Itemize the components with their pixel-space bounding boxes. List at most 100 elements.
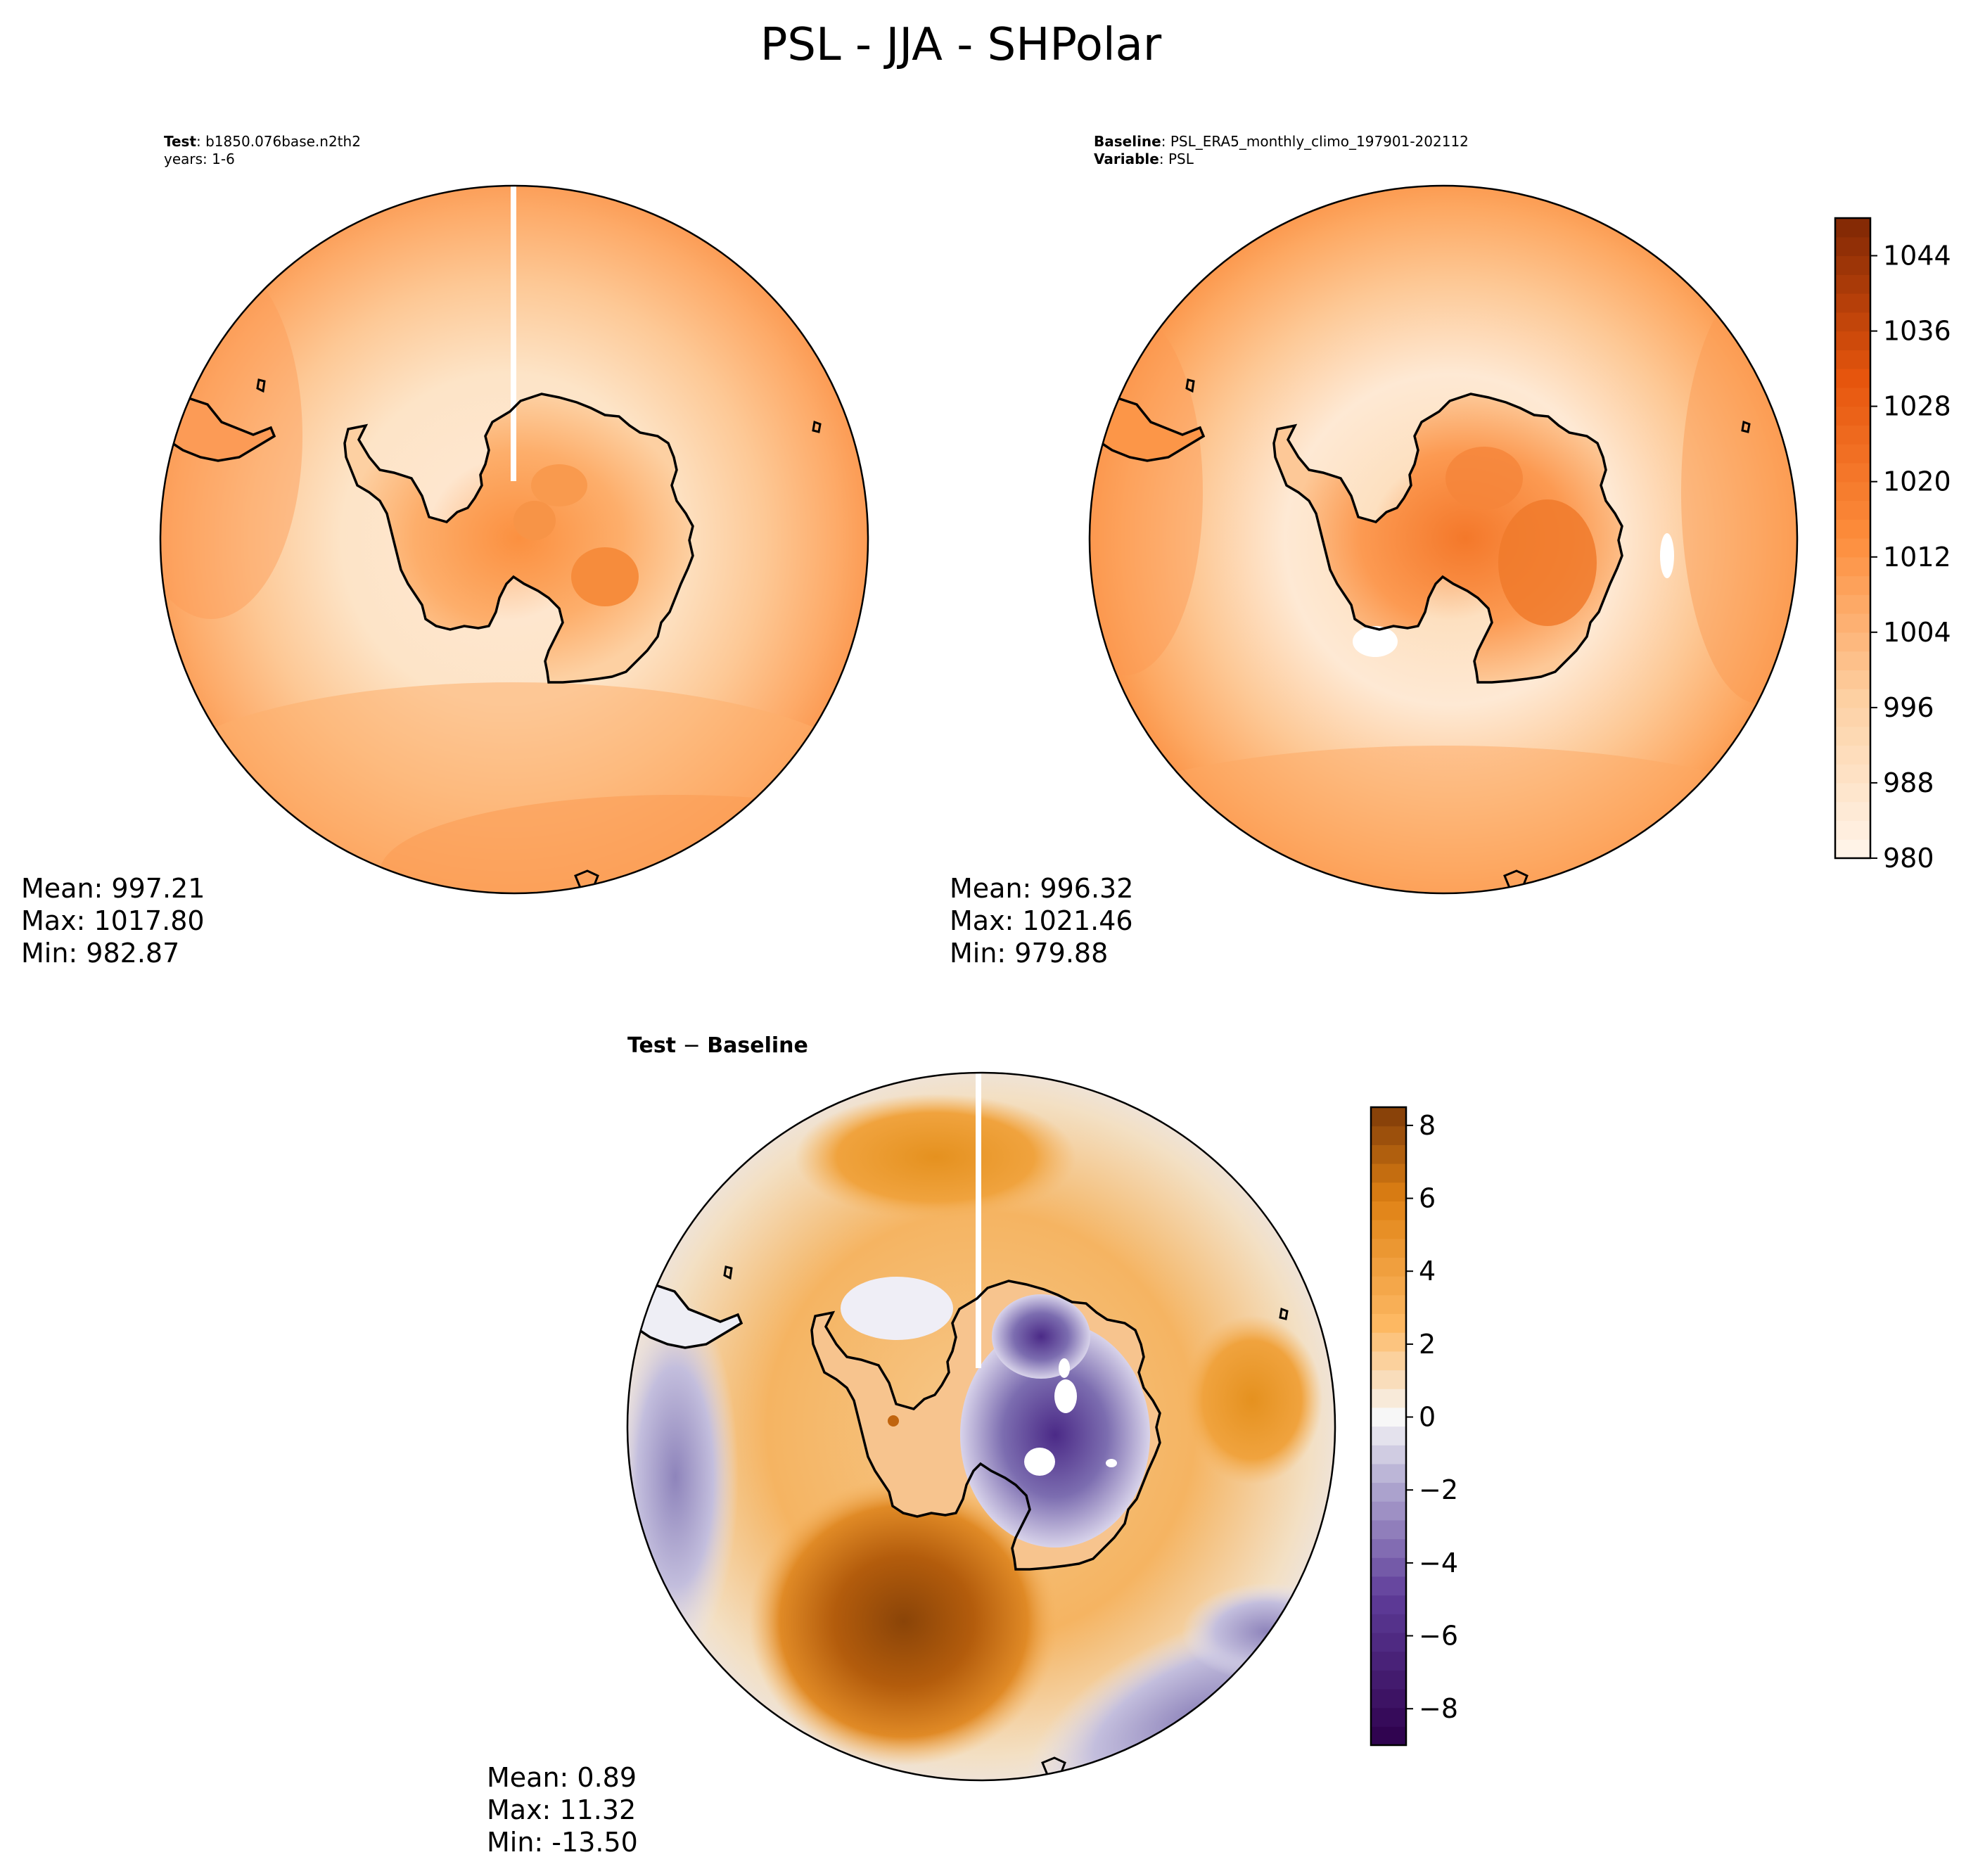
diff-colorbar-band	[1371, 1688, 1406, 1709]
psl-colorbar: 1044 1036 1028 1020 1012 1004 996 988 980	[1834, 217, 1951, 874]
psl-colorbar-band	[1835, 519, 1870, 539]
test-coastline-island	[574, 869, 599, 889]
diff-colorbar-band	[1371, 1519, 1406, 1540]
diff-positive-spot	[888, 1415, 899, 1427]
test-coastline-island	[256, 378, 266, 393]
diff-colorbar-tick-label: 8	[1419, 1110, 1436, 1141]
test-mean: Mean: 997.21	[21, 873, 205, 904]
test-high-cell	[571, 547, 639, 606]
diff-missing-patch	[1059, 1358, 1070, 1378]
diff-missing-patch	[1106, 1459, 1117, 1467]
diff-colorbar-band	[1371, 1389, 1406, 1408]
diff-colorbar-band	[1371, 1107, 1406, 1127]
test-years: years: 1-6	[164, 151, 235, 167]
psl-colorbar-band	[1835, 707, 1870, 727]
diff-colorbar-tick-label: 0	[1419, 1402, 1436, 1433]
diff-colorbar-band	[1371, 1332, 1406, 1352]
baseline-mean: Mean: 996.32	[950, 873, 1133, 904]
diff-colorbar-band	[1371, 1707, 1406, 1727]
test-map	[160, 186, 868, 893]
diff-negative-plateau	[992, 1294, 1090, 1379]
diff-colorbar-band	[1371, 1257, 1406, 1277]
diff-colorbar-band	[1371, 1557, 1406, 1577]
diff-mean: Mean: 0.89	[487, 1762, 637, 1793]
test-field-band	[380, 795, 868, 893]
diff-colorbar-band	[1371, 1220, 1406, 1239]
baseline-field-band	[1090, 310, 1203, 675]
diff-colorbar-band	[1371, 1313, 1406, 1333]
baseline-coastline-south-america	[1099, 395, 1206, 462]
psl-colorbar-band	[1835, 406, 1870, 426]
diff-map-border	[626, 1071, 1336, 1782]
diff-missing-patch	[1054, 1379, 1077, 1413]
diff-colorbar-band	[1371, 1445, 1406, 1465]
diff-colorbar-band	[1371, 1614, 1406, 1633]
diff-colorbar-band	[1371, 1144, 1406, 1164]
test-case-label: Test: b1850.076base.n2th2	[164, 133, 361, 150]
diff-colorbar-band	[1371, 1632, 1406, 1652]
diff-map	[627, 1073, 1335, 1780]
psl-colorbar-band	[1835, 312, 1870, 332]
test-max: Max: 1017.80	[21, 905, 205, 936]
diff-colorbar-tick-label: −4	[1419, 1548, 1458, 1578]
psl-colorbar-tick-label: 1020	[1883, 466, 1951, 497]
figure-title: PSL - JJA - SHPolar	[760, 19, 1162, 71]
diff-colorbar-band	[1371, 1370, 1406, 1389]
diff-title: Test − Baseline	[627, 1033, 808, 1058]
psl-colorbar-band	[1835, 274, 1870, 294]
psl-colorbar-tick-label: 988	[1883, 767, 1934, 798]
psl-colorbar-band	[1835, 801, 1870, 822]
baseline-high-cell	[1445, 447, 1523, 510]
diff-colorbar-tick-label: 2	[1419, 1329, 1436, 1360]
psl-colorbar-band	[1835, 764, 1870, 784]
diff-colorbar-band	[1371, 1463, 1406, 1483]
psl-colorbar-band	[1835, 575, 1870, 595]
diff-colorbar-band	[1371, 1482, 1406, 1502]
diff-colorbar-band	[1371, 1276, 1406, 1296]
psl-colorbar-tick-label: 996	[1883, 692, 1934, 723]
baseline-label-bold: Baseline	[1094, 133, 1161, 150]
diff-negative-east	[1182, 1583, 1335, 1681]
psl-colorbar-bands	[1835, 218, 1870, 859]
diff-title-sep: −	[676, 1033, 707, 1058]
psl-colorbar-band	[1835, 782, 1870, 803]
psl-colorbar-tick-label: 1012	[1883, 542, 1951, 573]
psl-colorbar-band	[1835, 444, 1870, 464]
psl-colorbar-band	[1835, 538, 1870, 558]
diff-colorbar-band	[1371, 1595, 1406, 1614]
diff-positive-north	[795, 1094, 1076, 1220]
diff-colorbar-tick-label: −8	[1419, 1693, 1458, 1724]
psl-colorbar-band	[1835, 481, 1870, 502]
diff-colorbar-tick-label: −2	[1419, 1474, 1458, 1505]
psl-colorbar-band	[1835, 331, 1870, 350]
diff-colorbar-tick-label: 6	[1419, 1183, 1436, 1214]
test-coastline-south-america	[170, 395, 276, 462]
diff-coastline-island	[1279, 1307, 1289, 1320]
psl-colorbar-band	[1835, 255, 1870, 275]
psl-colorbar-band	[1835, 689, 1870, 708]
psl-colorbar-tick-label: 1036	[1883, 316, 1951, 347]
baseline-variable: Variable: PSL	[1094, 151, 1194, 167]
test-min: Min: 982.87	[21, 938, 179, 969]
diff-colorbar-band	[1371, 1670, 1406, 1690]
baseline-coastline-island	[1741, 420, 1751, 433]
diff-colorbar-band	[1371, 1501, 1406, 1521]
diff-panel: Test − Baseline	[487, 1033, 1336, 1858]
diff-colorbar-band	[1371, 1182, 1406, 1201]
diff-positive-maximum	[749, 1477, 1059, 1766]
diff-coastline-island	[1041, 1756, 1066, 1776]
psl-colorbar-band	[1835, 425, 1870, 445]
psl-colorbar-band	[1835, 651, 1870, 670]
baseline-high-cell	[1498, 499, 1597, 626]
baseline-variable-value: : PSL	[1159, 151, 1194, 167]
psl-colorbar-band	[1835, 726, 1870, 746]
baseline-low-patch	[1353, 626, 1398, 657]
diff-coastline-island	[723, 1265, 733, 1280]
diff-colorbar-bands	[1371, 1107, 1406, 1746]
baseline-map-border	[1088, 184, 1799, 895]
diff-colorbar-band	[1371, 1576, 1406, 1596]
baseline-case-name: : PSL_ERA5_monthly_climo_197901-202112	[1161, 133, 1469, 150]
diff-colorbar-frame	[1370, 1106, 1408, 1747]
diff-title-test: Test	[627, 1033, 676, 1058]
